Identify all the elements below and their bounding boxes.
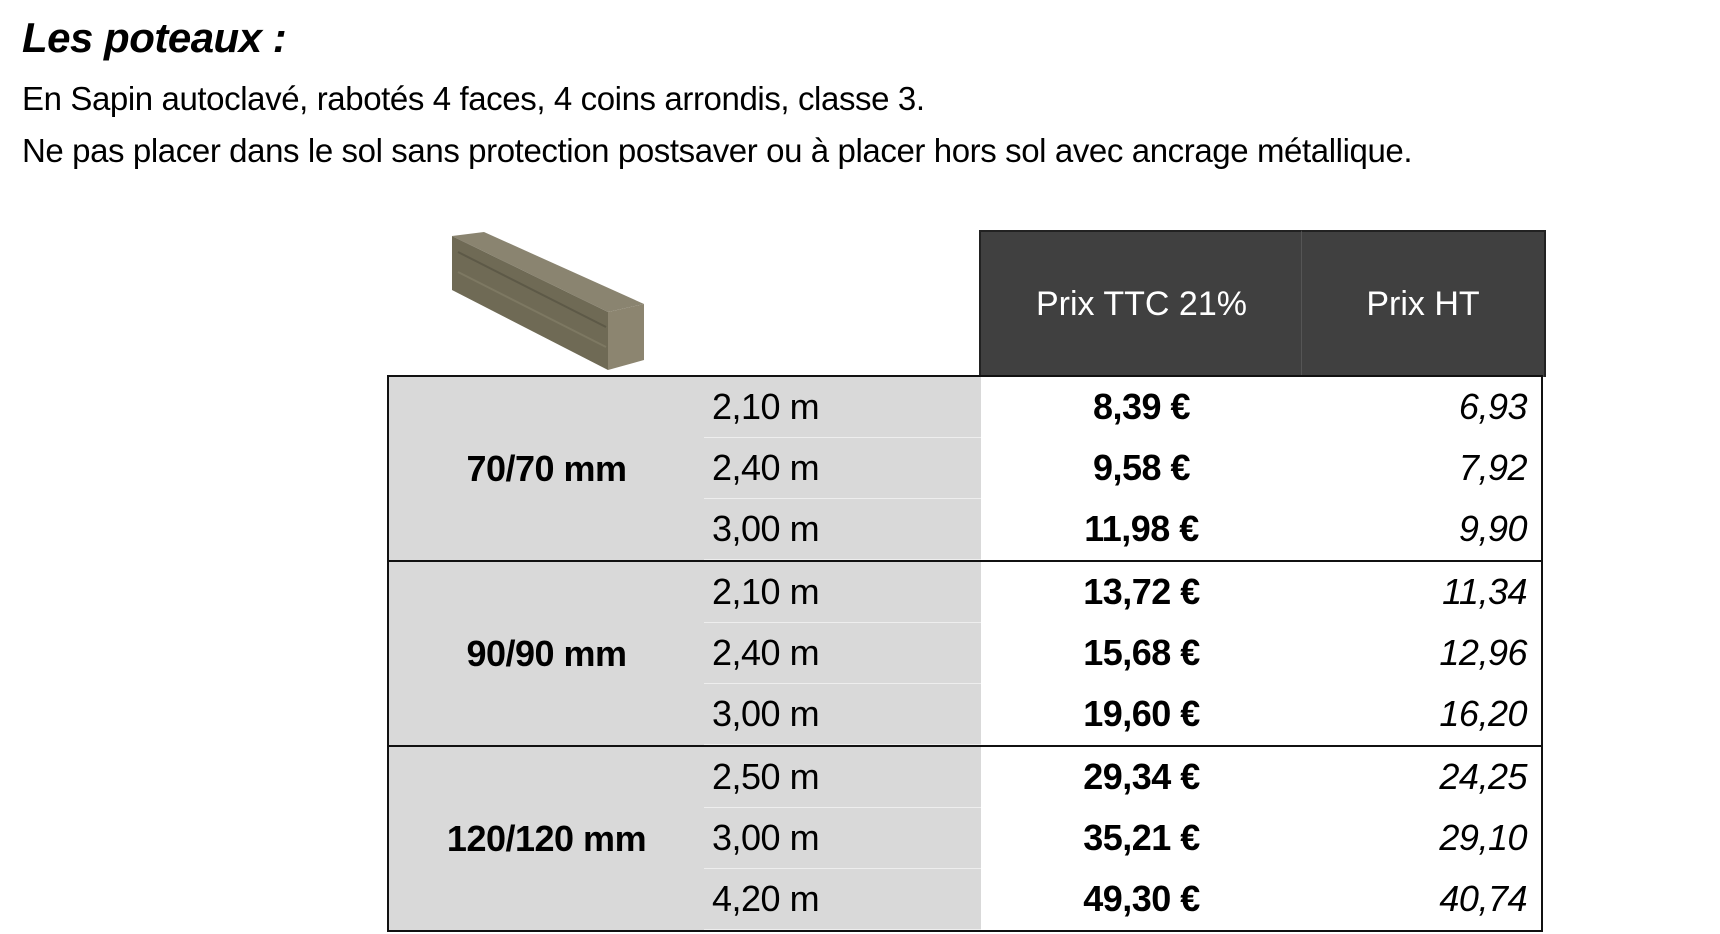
size-group: 90/90 mm 2,10 m 13,72 € 11,34 2,40 m 15,68 € 1… (389, 562, 1541, 747)
price-ht-cell: 12,96 (1439, 632, 1527, 673)
header-price-ht: Prix HT (1301, 230, 1546, 377)
price-ttc-cell: 15,68 € (1083, 632, 1200, 673)
price-ht-cell: 24,25 (1439, 756, 1527, 797)
wood-post-image (452, 232, 644, 370)
post-size: 70/70 mm (389, 377, 704, 560)
length-cell: 3,00 m (704, 684, 981, 745)
price-ht-cell: 7,92 (1458, 447, 1528, 488)
length-cell: 2,10 m (704, 377, 981, 438)
length-cell: 3,00 m (704, 808, 981, 869)
price-ht-cell: 9,90 (1458, 508, 1528, 549)
header-price-ttc: Prix TTC 21% (979, 230, 1302, 377)
post-size: 90/90 mm (389, 562, 704, 745)
price-ttc-cell: 9,58 € (1092, 447, 1191, 488)
price-table: 70/70 mm 2,10 m 8,39 € 6,93 2,40 m 9,58 € 7,92… (387, 375, 1543, 932)
post-size: 120/120 mm (389, 747, 704, 930)
length-cell: 2,50 m (704, 747, 981, 808)
price-ttc-cell: 13,72 € (1083, 571, 1200, 612)
price-ht-cell: 40,74 (1439, 878, 1527, 919)
size-group: 120/120 mm 2,50 m 29,34 € 24,25 3,00 m 35,21 … (389, 747, 1541, 930)
length-cell: 2,40 m (704, 438, 981, 499)
section-title: Les poteaux : (22, 14, 287, 61)
length-cell: 2,10 m (704, 562, 981, 623)
price-ht-cell: 29,10 (1439, 817, 1527, 858)
length-cell: 2,40 m (704, 623, 981, 684)
price-ht-cell: 16,20 (1439, 693, 1527, 734)
length-cell: 3,00 m (704, 499, 981, 560)
size-group: 70/70 mm 2,10 m 8,39 € 6,93 2,40 m 9,58 € 7,92… (389, 377, 1541, 562)
price-ht-cell: 6,93 (1458, 386, 1528, 427)
price-ttc-cell: 11,98 € (1084, 508, 1199, 549)
description-line-1: En Sapin autoclavé, rabotés 4 faces, 4 c… (22, 80, 925, 117)
price-ht-cell: 11,34 (1442, 571, 1527, 612)
length-cell: 4,20 m (704, 869, 981, 930)
price-ttc-cell: 29,34 € (1083, 756, 1200, 797)
price-ttc-cell: 35,21 € (1083, 817, 1200, 858)
price-ttc-cell: 19,60 € (1083, 693, 1200, 734)
price-ttc-cell: 49,30 € (1083, 878, 1200, 919)
price-ttc-cell: 8,39 € (1092, 386, 1191, 427)
description-line-2: Ne pas placer dans le sol sans protectio… (22, 132, 1413, 169)
